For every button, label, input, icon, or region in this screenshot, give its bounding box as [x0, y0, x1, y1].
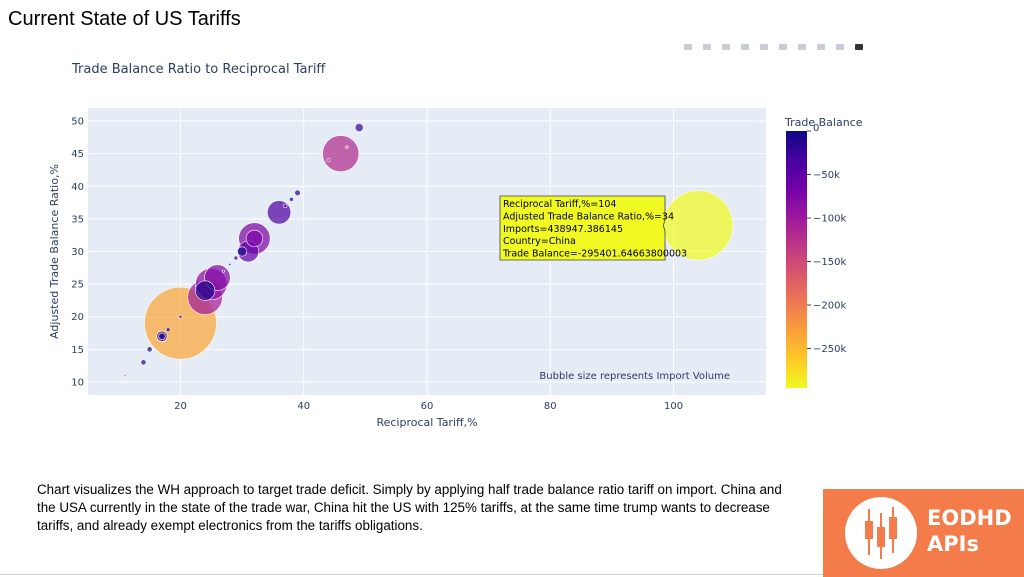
x-tick-label: 80: [544, 401, 557, 412]
bubble-marker: [123, 373, 127, 377]
logo-line-2: APIs: [927, 532, 979, 556]
bubble-marker: [222, 269, 226, 273]
bubble-marker: [146, 346, 153, 353]
bubble-marker: [354, 123, 364, 132]
colorbar-tick-label: −150k: [813, 257, 846, 268]
tooltip-line: Reciprocal Tariff,%=104: [503, 199, 616, 210]
x-tick-label: 60: [421, 401, 434, 412]
colorbar-tick-label: −50k: [813, 170, 840, 181]
y-tick-label: 20: [71, 312, 84, 323]
candlestick-icon: [845, 497, 917, 569]
bubble-marker: [267, 200, 292, 225]
logo-line-1: EODHD: [927, 506, 1012, 530]
zoom-out-icon[interactable]: [798, 44, 806, 50]
plotly-logo-icon[interactable]: [855, 44, 863, 50]
y-tick-label: 15: [71, 345, 84, 356]
bubble-chart: 20 40 60 80 100 10 15 20 25 30 35 40 45 50 Reciprocal…: [48, 108, 863, 429]
colorbar-gradient: [786, 131, 807, 388]
tooltip-line: Trade Balance=-295401.64663800003: [502, 249, 687, 260]
tooltip-line: Imports=438947.386145: [503, 224, 623, 235]
x-tick-label: 100: [664, 401, 683, 412]
eodhd-logo: EODHD APIs: [823, 489, 1024, 577]
colorbar-ticks: 0 −50k −100k −150k −200k −250k: [807, 123, 846, 355]
grid-lines: [88, 108, 766, 395]
tooltip-line: Country=China: [503, 236, 576, 247]
bubble-marker: [326, 158, 331, 163]
y-axis-title: Adjusted Trade Balance Ratio,%: [48, 164, 61, 339]
y-tick-label: 50: [71, 117, 84, 128]
tooltip-line: Adjusted Trade Balance Ratio,%=34: [503, 211, 674, 222]
colorbar: Trade Balance 0 −50k −100k −150k −200k −250k: [784, 116, 863, 388]
y-tick-label: 25: [71, 280, 84, 291]
zoom-in-icon[interactable]: [779, 44, 787, 50]
colorbar-tick-label: −200k: [813, 301, 846, 312]
bubble-marker: [322, 135, 360, 173]
bubble-marker: [140, 359, 147, 366]
colorbar-tick-label: 0: [813, 123, 819, 134]
colorbar-title: Trade Balance: [784, 116, 863, 129]
y-tick-label: 40: [71, 182, 84, 193]
bubbles-layer: [123, 123, 734, 377]
bubble-marker: [194, 280, 216, 301]
chart-title: Trade Balance Ratio to Reciprocal Tariff: [72, 62, 326, 77]
bottom-divider: [0, 574, 823, 575]
x-tick-label: 20: [174, 401, 187, 412]
y-tick-label: 10: [71, 377, 84, 388]
bubble-size-note: Bubble size represents Import Volume: [539, 371, 730, 382]
plot-modebar: [684, 42, 874, 54]
chart-caption: Chart visualizes the WH approach to targ…: [37, 482, 782, 533]
bubble-marker: [294, 189, 301, 196]
camera-icon[interactable]: [684, 44, 692, 50]
bubble-marker: [228, 262, 232, 267]
lasso-icon[interactable]: [760, 44, 768, 50]
x-axis-title: Reciprocal Tariff,%: [376, 416, 477, 429]
bubble-marker: [233, 255, 239, 261]
x-tick-label: 40: [297, 401, 310, 412]
pan-icon[interactable]: [722, 44, 730, 50]
colorbar-tick-label: −100k: [813, 214, 846, 225]
bubble-marker: [237, 246, 248, 257]
colorbar-tick-label: −250k: [813, 344, 846, 355]
tooltip-box: [499, 195, 666, 261]
bubble-marker: [245, 229, 264, 248]
box-select-icon[interactable]: [741, 44, 749, 50]
bubble-marker: [178, 314, 183, 319]
autoscale-icon[interactable]: [817, 44, 825, 50]
y-tick-label: 45: [71, 149, 84, 160]
tick-labels: 20 40 60 80 100 10 15 20 25 30 35 40 45 50: [71, 117, 683, 412]
bubble-marker: [158, 332, 166, 340]
page-title: Current State of US Tariffs: [8, 8, 241, 30]
bubble-marker: [165, 327, 171, 333]
reset-axes-icon[interactable]: [836, 44, 844, 50]
bubble-marker: [289, 196, 294, 202]
zoom-icon[interactable]: [703, 44, 711, 50]
bubble-marker: [283, 203, 288, 208]
y-tick-label: 35: [71, 214, 84, 225]
y-tick-label: 30: [71, 247, 84, 258]
bubble-marker: [345, 145, 349, 149]
